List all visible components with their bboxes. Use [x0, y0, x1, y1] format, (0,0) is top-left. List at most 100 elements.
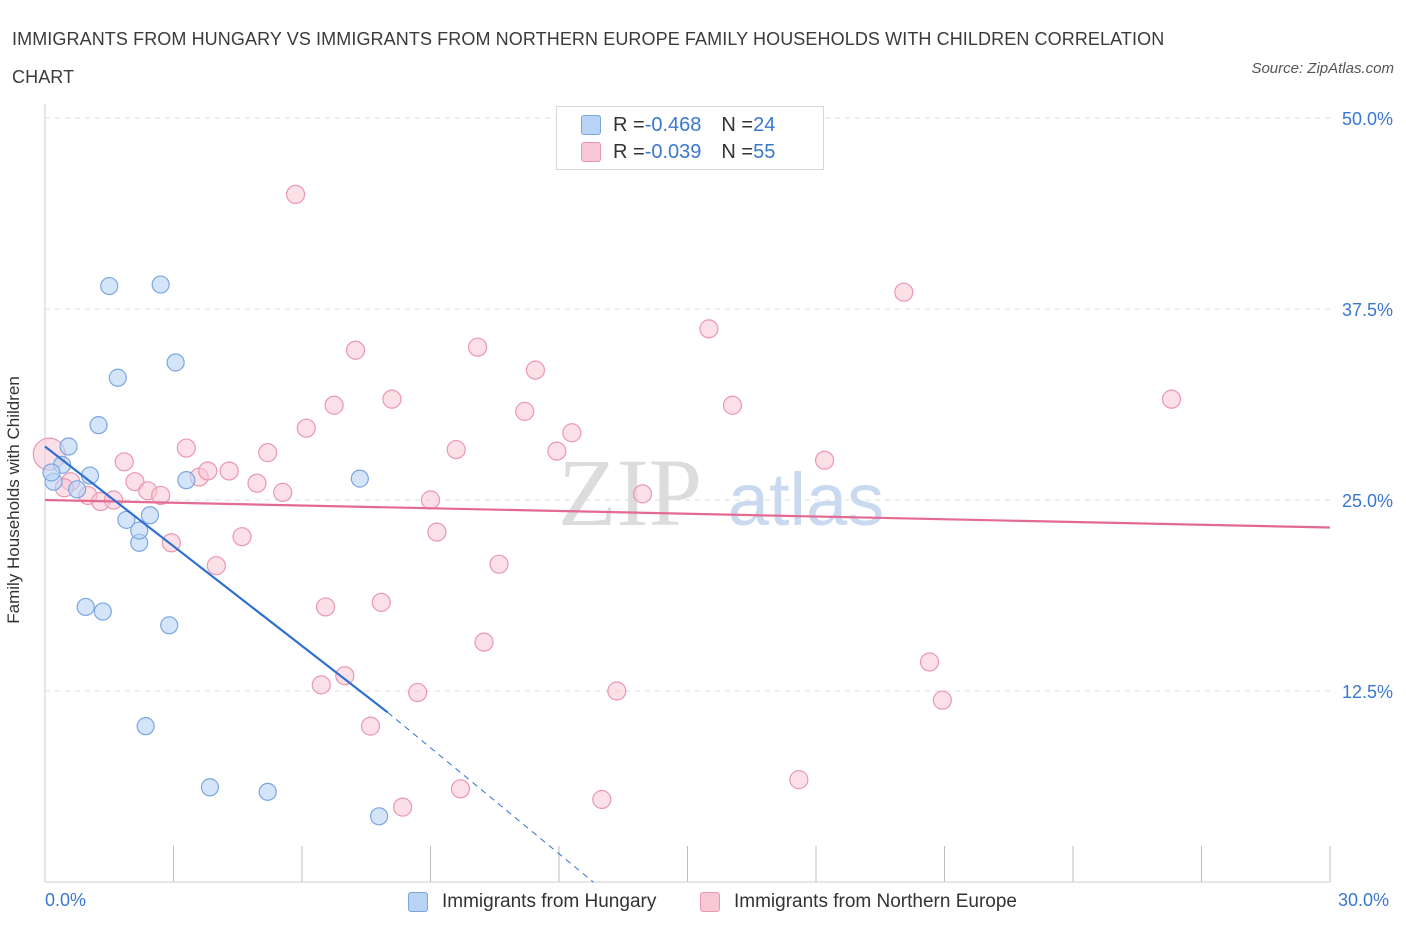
- northern-europe-point: [468, 337, 488, 357]
- hungary-point: [350, 469, 369, 488]
- watermark-zip: ZIP: [558, 439, 702, 546]
- northern-europe-point: [151, 485, 171, 506]
- northern-europe-point: [489, 554, 509, 574]
- legend-swatch-hungary: [581, 115, 601, 135]
- legend-item-hungary: Immigrants from Hungary: [408, 890, 656, 914]
- y-tick-label: 25.0%: [1342, 491, 1393, 511]
- y-axis-label: Family Households with Children: [4, 376, 23, 624]
- grid-lines: [45, 117, 1330, 692]
- source-credit: Source: ZipAtlas.com: [1251, 60, 1394, 77]
- northern-europe-point: [919, 652, 940, 672]
- northern-europe-point: [285, 184, 306, 204]
- watermark: ZIP atlas: [558, 439, 884, 546]
- hungary-point: [200, 778, 220, 797]
- northern-europe-point: [722, 395, 743, 415]
- hungary-point: [93, 602, 112, 621]
- chart-title: IMMIGRANTS FROM HUNGARY VS IMMIGRANTS FR…: [12, 29, 1165, 87]
- northern-europe-point: [258, 443, 278, 463]
- axes: [44, 104, 1331, 883]
- northern-europe-point: [382, 389, 402, 409]
- hungary-point: [166, 353, 185, 372]
- legend-swatch-northern-europe: [700, 892, 720, 912]
- hungary-trend-line: [44, 445, 389, 714]
- northern-europe-point: [1161, 389, 1182, 409]
- northern-europe-point: [474, 632, 494, 652]
- hungary-point: [76, 597, 95, 617]
- hungary-trend-extension: [387, 712, 594, 883]
- northern-europe-point: [592, 789, 612, 810]
- hungary-point: [117, 510, 136, 529]
- y-tick-label: 37.5%: [1342, 300, 1393, 320]
- northern-europe-point: [420, 490, 441, 510]
- northern-europe-point: [814, 450, 835, 470]
- northern-europe-point: [894, 282, 914, 302]
- northern-europe-point: [515, 401, 535, 421]
- legend-n-label: N =: [721, 140, 754, 163]
- northern-europe-point: [206, 556, 226, 576]
- y-tick-label: 50.0%: [1342, 109, 1393, 129]
- northern-europe-point: [114, 452, 134, 472]
- northern-europe-point: [446, 439, 466, 460]
- correlation-legend: R = -0.468 N = 24 R = -0.039 N = 55: [556, 106, 824, 170]
- hungary-point: [108, 368, 127, 387]
- northern-europe-point: [427, 522, 447, 542]
- hungary-point: [370, 807, 389, 826]
- northern-europe-point: [547, 441, 567, 461]
- northern-europe-point: [393, 797, 413, 817]
- northern-europe-point: [360, 716, 381, 736]
- legend-row-northern-europe: R = -0.039 N = 55: [581, 140, 775, 164]
- watermark-atlas: atlas: [728, 458, 884, 541]
- hungary-point: [100, 276, 119, 296]
- hungary-point: [89, 416, 108, 435]
- legend-row-hungary: R = -0.468 N = 24: [581, 113, 775, 137]
- hungary-point: [258, 782, 277, 801]
- northern-europe-point: [247, 473, 267, 493]
- hungary-point: [42, 463, 61, 482]
- trend-lines: [44, 445, 1331, 883]
- northern-europe-point: [408, 682, 428, 703]
- northern-europe-point: [198, 461, 218, 481]
- northern-europe-point: [562, 423, 582, 443]
- y-tick-label: 12.5%: [1342, 682, 1393, 702]
- legend-r-value: -0.039: [644, 140, 702, 163]
- legend-item-northern-europe: Immigrants from Northern Europe: [700, 890, 1017, 914]
- legend-r-label: R =: [613, 140, 645, 163]
- x-tick-label-max: 30.0%: [1338, 890, 1390, 910]
- x-tick-label-min: 0.0%: [45, 890, 87, 910]
- hungary-point: [140, 506, 160, 525]
- legend-n-value: 55: [753, 140, 776, 163]
- legend-r-label: R =: [613, 113, 645, 136]
- northern-europe-point: [232, 527, 252, 547]
- legend-n-value: 24: [753, 113, 776, 136]
- northern-europe-trend-line: [44, 498, 1331, 529]
- hungary-point: [59, 437, 78, 456]
- northern-europe-point: [335, 666, 355, 686]
- legend-r-value: -0.468: [644, 113, 702, 136]
- hungary-point: [136, 717, 155, 736]
- northern-europe-point: [296, 418, 316, 438]
- hungary-point: [151, 275, 170, 294]
- hungary-point: [177, 471, 196, 490]
- northern-europe-point: [699, 319, 719, 339]
- hungary-point: [68, 480, 87, 499]
- northern-europe-point: [315, 597, 336, 617]
- legend-label-northern-europe: Immigrants from Northern Europe: [734, 891, 1017, 912]
- northern-europe-point: [632, 484, 653, 504]
- y-tick-labels: 12.5% 25.0% 37.5% 50.0%: [1342, 109, 1393, 702]
- northern-europe-point: [324, 395, 344, 415]
- northern-europe-point: [273, 482, 293, 502]
- northern-europe-point: [219, 461, 239, 481]
- northern-europe-point: [345, 340, 366, 360]
- legend-swatch-northern-europe: [581, 142, 601, 162]
- northern-europe-point: [450, 779, 471, 799]
- northern-europe-point: [789, 770, 809, 790]
- northern-europe-point: [176, 438, 196, 458]
- legend-n-label: N =: [721, 113, 754, 136]
- hungary-point: [130, 521, 149, 540]
- series-hungary-points: [42, 275, 389, 826]
- northern-europe-point: [607, 681, 627, 701]
- northern-europe-point: [311, 675, 331, 695]
- northern-europe-point: [525, 360, 546, 380]
- legend-swatch-hungary: [408, 892, 428, 912]
